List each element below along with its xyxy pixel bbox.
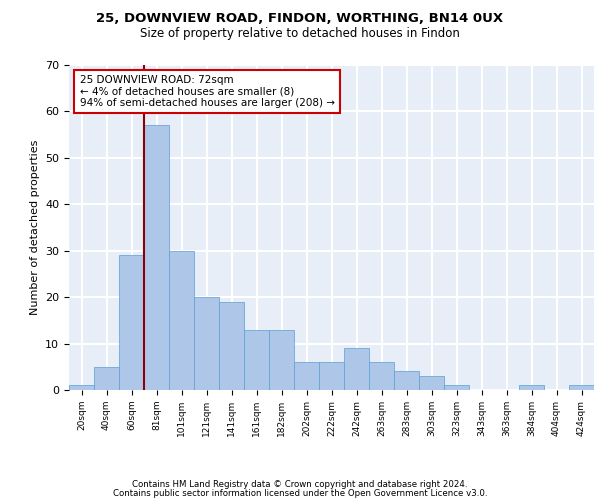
Bar xyxy=(294,362,319,390)
Bar xyxy=(344,348,369,390)
Text: Contains public sector information licensed under the Open Government Licence v3: Contains public sector information licen… xyxy=(113,488,487,498)
Bar xyxy=(394,372,419,390)
Text: 25, DOWNVIEW ROAD, FINDON, WORTHING, BN14 0UX: 25, DOWNVIEW ROAD, FINDON, WORTHING, BN1… xyxy=(97,12,503,26)
Bar xyxy=(219,302,244,390)
Bar xyxy=(369,362,394,390)
Bar xyxy=(94,367,119,390)
Bar xyxy=(444,386,469,390)
Bar xyxy=(319,362,344,390)
Bar xyxy=(169,250,194,390)
Bar xyxy=(194,297,219,390)
Bar xyxy=(69,386,94,390)
Text: Size of property relative to detached houses in Findon: Size of property relative to detached ho… xyxy=(140,28,460,40)
Bar xyxy=(119,256,144,390)
Bar xyxy=(244,330,269,390)
Bar xyxy=(519,386,544,390)
Bar xyxy=(144,126,169,390)
Bar xyxy=(269,330,294,390)
Y-axis label: Number of detached properties: Number of detached properties xyxy=(29,140,40,315)
Text: Contains HM Land Registry data © Crown copyright and database right 2024.: Contains HM Land Registry data © Crown c… xyxy=(132,480,468,489)
Text: 25 DOWNVIEW ROAD: 72sqm
← 4% of detached houses are smaller (8)
94% of semi-deta: 25 DOWNVIEW ROAD: 72sqm ← 4% of detached… xyxy=(79,74,335,108)
Bar xyxy=(419,376,444,390)
Bar xyxy=(569,386,594,390)
